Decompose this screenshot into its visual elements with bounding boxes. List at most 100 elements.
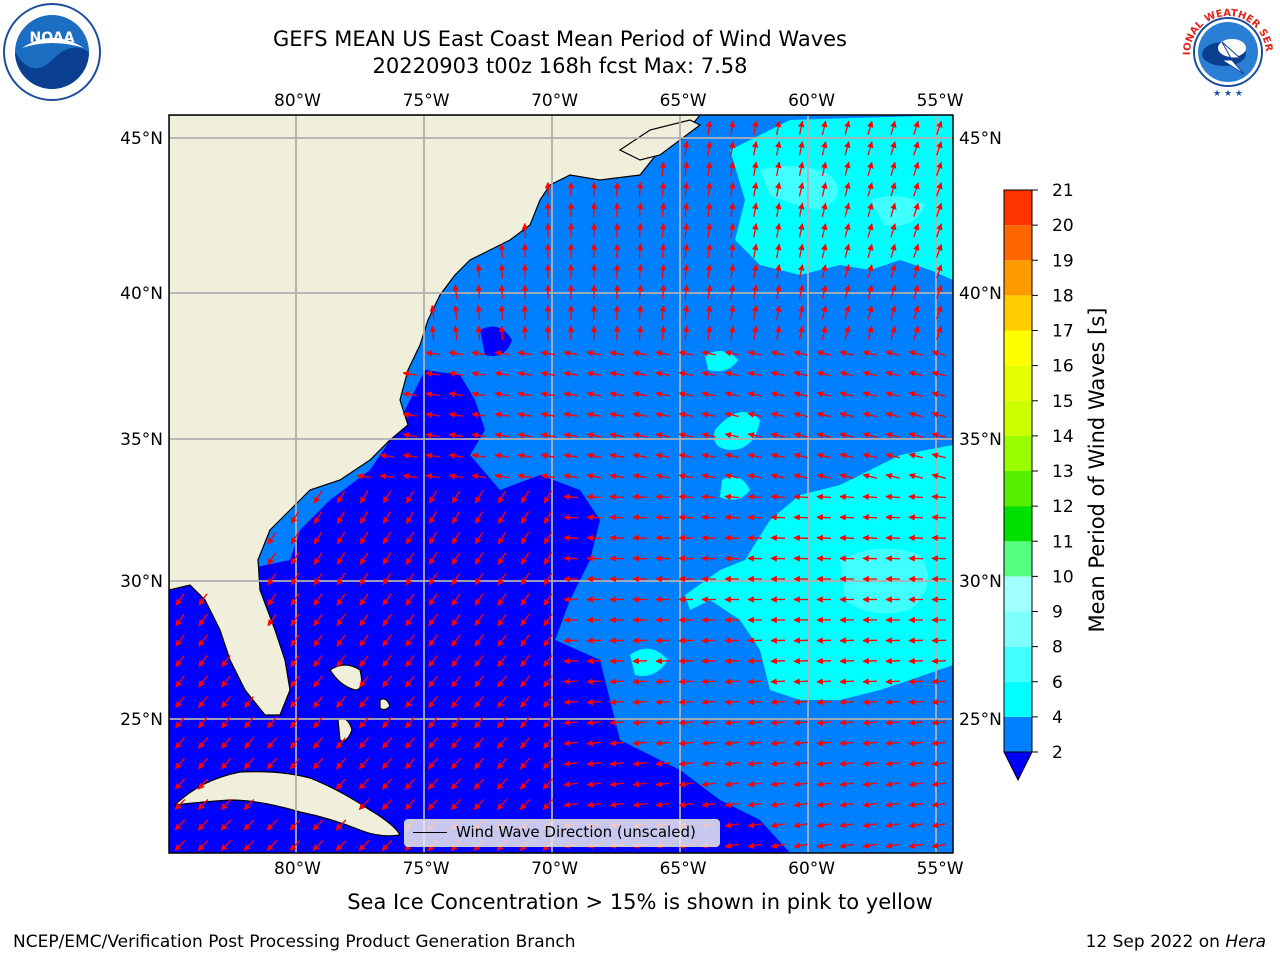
wind-wave-arrow xyxy=(497,655,507,668)
wind-wave-arrow xyxy=(609,350,625,357)
wind-wave-arrow xyxy=(931,780,946,788)
wind-wave-arrow xyxy=(770,473,785,480)
wind-wave-arrow xyxy=(335,840,347,851)
wind-wave-arrow xyxy=(931,493,947,501)
wind-wave-arrow xyxy=(659,161,667,177)
wind-wave-arrow xyxy=(313,737,323,749)
wind-wave-arrow xyxy=(724,821,740,829)
wind-wave-arrow xyxy=(862,493,878,501)
wind-wave-arrow xyxy=(724,678,740,685)
wind-wave-arrow xyxy=(793,432,808,439)
wind-wave-arrow xyxy=(336,613,346,627)
wind-wave-arrow xyxy=(359,552,369,565)
wind-wave-arrow xyxy=(862,370,877,377)
wind-wave-arrow xyxy=(655,739,671,747)
wind-wave-arrow xyxy=(243,798,255,811)
wind-wave-arrow xyxy=(798,141,805,156)
wind-wave-arrow xyxy=(198,655,208,668)
wind-wave-arrow xyxy=(724,801,739,808)
lon-label-bottom: 75°W xyxy=(403,859,450,879)
wind-wave-arrow xyxy=(747,370,762,377)
wind-wave-arrow xyxy=(520,490,530,504)
colorbar-tick-label: 6 xyxy=(1052,673,1063,693)
wind-wave-arrow xyxy=(862,432,877,439)
wind-wave-arrow xyxy=(312,840,324,851)
wind-wave-arrow xyxy=(908,780,923,788)
wind-wave-arrow xyxy=(427,798,439,811)
wind-wave-arrow xyxy=(931,739,947,747)
wind-wave-arrow xyxy=(451,655,461,668)
wind-wave-arrow xyxy=(425,370,440,378)
wind-wave-arrow xyxy=(913,284,920,299)
wind-wave-arrow xyxy=(890,141,897,156)
wind-wave-arrow xyxy=(793,698,809,706)
wind-wave-arrow xyxy=(197,798,209,811)
wind-wave-arrow xyxy=(724,698,740,706)
lat-label-right: 25°N xyxy=(959,710,1002,730)
wind-wave-arrow xyxy=(862,821,878,829)
wind-wave-arrow xyxy=(452,325,460,341)
wind-wave-arrow xyxy=(770,350,785,357)
wind-wave-arrow xyxy=(198,696,208,709)
wind-wave-arrow xyxy=(705,325,713,340)
colorbar-tick-label: 17 xyxy=(1052,322,1074,342)
wind-wave-arrow xyxy=(474,552,484,565)
wind-wave-arrow xyxy=(793,657,809,665)
wind-wave-arrow xyxy=(613,325,621,341)
wind-wave-arrow xyxy=(609,780,624,788)
wind-wave-arrow xyxy=(770,678,786,685)
wind-wave-arrow xyxy=(844,284,851,299)
wind-wave-arrow xyxy=(701,801,716,808)
wind-wave-arrow xyxy=(313,531,323,545)
wind-wave-arrow xyxy=(862,473,877,480)
wind-wave-arrow xyxy=(751,161,759,177)
wind-wave-arrow xyxy=(885,739,901,747)
wind-wave-arrow xyxy=(498,325,506,341)
wind-wave-arrow xyxy=(798,161,805,176)
wind-wave-arrow xyxy=(266,819,278,831)
colorbar-tick-label: 4 xyxy=(1052,708,1063,728)
wind-wave-arrow xyxy=(519,778,531,790)
lon-label-top: 80°W xyxy=(274,91,321,111)
wind-wave-arrow xyxy=(885,493,901,501)
wind-wave-arrow xyxy=(747,842,763,849)
wind-wave-arrow xyxy=(770,842,786,849)
wind-wave-arrow xyxy=(728,181,736,197)
legend-label: Wind Wave Direction (unscaled) xyxy=(456,823,696,841)
wind-wave-arrow xyxy=(520,655,530,668)
wind-wave-arrow xyxy=(816,760,832,767)
wind-wave-arrow xyxy=(450,778,462,790)
wind-wave-arrow xyxy=(497,634,507,647)
wind-wave-arrow xyxy=(816,698,832,706)
wind-wave-arrow xyxy=(724,739,740,747)
wind-wave-arrow xyxy=(632,801,647,808)
wind-wave-arrow xyxy=(862,780,877,788)
wind-wave-arrow xyxy=(404,757,416,770)
wind-wave-arrow xyxy=(563,739,579,747)
wind-wave-arrow xyxy=(451,511,461,525)
wind-wave-arrow xyxy=(867,182,874,197)
wind-wave-arrow xyxy=(428,572,438,586)
wind-wave-arrow xyxy=(220,798,232,811)
wind-wave-arrow xyxy=(701,370,716,377)
wind-wave-arrow xyxy=(381,757,393,770)
wind-wave-arrow xyxy=(520,511,530,525)
wind-wave-arrow xyxy=(793,350,808,357)
wind-wave-arrow xyxy=(313,511,323,525)
wind-wave-arrow xyxy=(724,391,739,398)
wind-wave-arrow xyxy=(451,737,461,749)
wind-wave-arrow xyxy=(494,391,510,398)
wind-wave-arrow xyxy=(425,473,440,480)
wind-wave-arrow xyxy=(197,757,209,770)
wind-wave-arrow xyxy=(770,821,786,829)
wind-wave-arrow xyxy=(632,370,648,377)
wind-wave-arrow xyxy=(751,181,759,197)
lat-label-right: 30°N xyxy=(959,572,1002,592)
wind-wave-arrow xyxy=(678,760,694,767)
wind-wave-arrow xyxy=(636,263,644,279)
wind-wave-arrow xyxy=(636,284,644,300)
wind-wave-arrow xyxy=(705,202,713,217)
wind-wave-arrow xyxy=(821,141,828,156)
wind-wave-arrow xyxy=(862,514,878,521)
wind-wave-arrow xyxy=(751,325,759,341)
